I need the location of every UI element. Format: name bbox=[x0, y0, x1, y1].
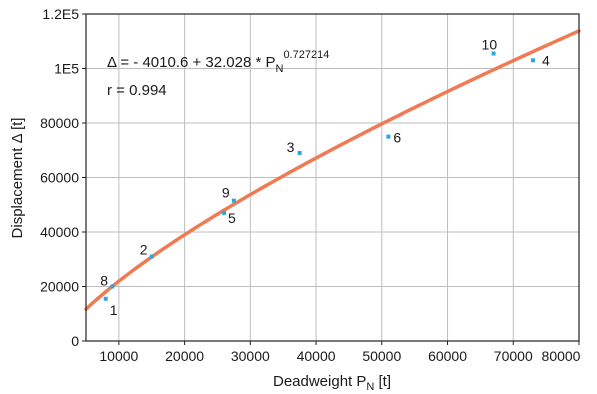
data-point-label: 9 bbox=[222, 185, 230, 201]
r-annotation: r = 0.994 bbox=[107, 82, 167, 99]
y-tick-label: 1E5 bbox=[54, 61, 79, 77]
x-axis-label-main: Deadweight P bbox=[273, 373, 366, 390]
equation-annotation: Δ = - 4010.6 + 32.028 * PN0.727214 bbox=[107, 49, 329, 75]
data-point-label: 8 bbox=[100, 273, 108, 289]
x-tick-label: 20000 bbox=[165, 348, 204, 364]
points-layer: 1 2 3 4 5 6 8 9 10 bbox=[100, 37, 550, 318]
data-point bbox=[231, 198, 236, 203]
y-tick-label: 60000 bbox=[40, 170, 79, 186]
x-tick-label: 40000 bbox=[297, 348, 336, 364]
equation-subscript: N bbox=[275, 63, 283, 75]
x-tick-label: 70000 bbox=[494, 348, 533, 364]
x-axis-label-unit: [t] bbox=[374, 373, 391, 390]
x-tick-label: 50000 bbox=[362, 348, 401, 364]
x-axis-label: Deadweight PN [t] bbox=[273, 373, 391, 393]
equation-exponent: 0.727214 bbox=[283, 49, 329, 61]
data-point-label: 4 bbox=[542, 52, 550, 68]
data-point-label: 5 bbox=[228, 210, 236, 226]
data-point bbox=[386, 134, 391, 139]
data-point-label: 1 bbox=[110, 302, 118, 318]
data-point-label: 6 bbox=[393, 130, 401, 146]
data-point bbox=[110, 284, 115, 289]
x-tick-label: 10000 bbox=[99, 348, 138, 364]
x-tick-label: 80000 bbox=[542, 348, 581, 364]
equation-main: Δ = - 4010.6 + 32.028 * P bbox=[107, 54, 275, 71]
y-axis-label: Displacement Δ [t] bbox=[9, 118, 26, 239]
x-axis-ticks: 10000 20000 30000 40000 50000 60000 70000 80000 bbox=[99, 341, 581, 364]
y-axis-ticks: 0 20000 40000 60000 80000 1E5 1.2E5 bbox=[40, 6, 86, 349]
y-tick-label: 0 bbox=[71, 333, 79, 349]
y-tick-label: 1.2E5 bbox=[42, 6, 79, 22]
x-tick-label: 30000 bbox=[231, 348, 270, 364]
fit-curve-layer bbox=[84, 29, 581, 311]
data-point-label: 3 bbox=[287, 139, 295, 155]
data-point bbox=[530, 58, 535, 63]
x-tick-label: 60000 bbox=[428, 348, 467, 364]
y-tick-label: 40000 bbox=[40, 224, 79, 240]
data-point bbox=[491, 51, 496, 56]
data-point-label: 10 bbox=[482, 37, 498, 53]
y-tick-label: 20000 bbox=[40, 279, 79, 295]
fit-curve bbox=[84, 29, 581, 311]
data-point bbox=[149, 254, 154, 259]
data-point-label: 2 bbox=[140, 242, 148, 258]
data-point bbox=[103, 296, 108, 301]
data-point bbox=[222, 210, 227, 215]
y-tick-label: 80000 bbox=[40, 115, 79, 131]
x-axis-label-subscript: N bbox=[366, 381, 374, 393]
data-point bbox=[297, 150, 302, 155]
